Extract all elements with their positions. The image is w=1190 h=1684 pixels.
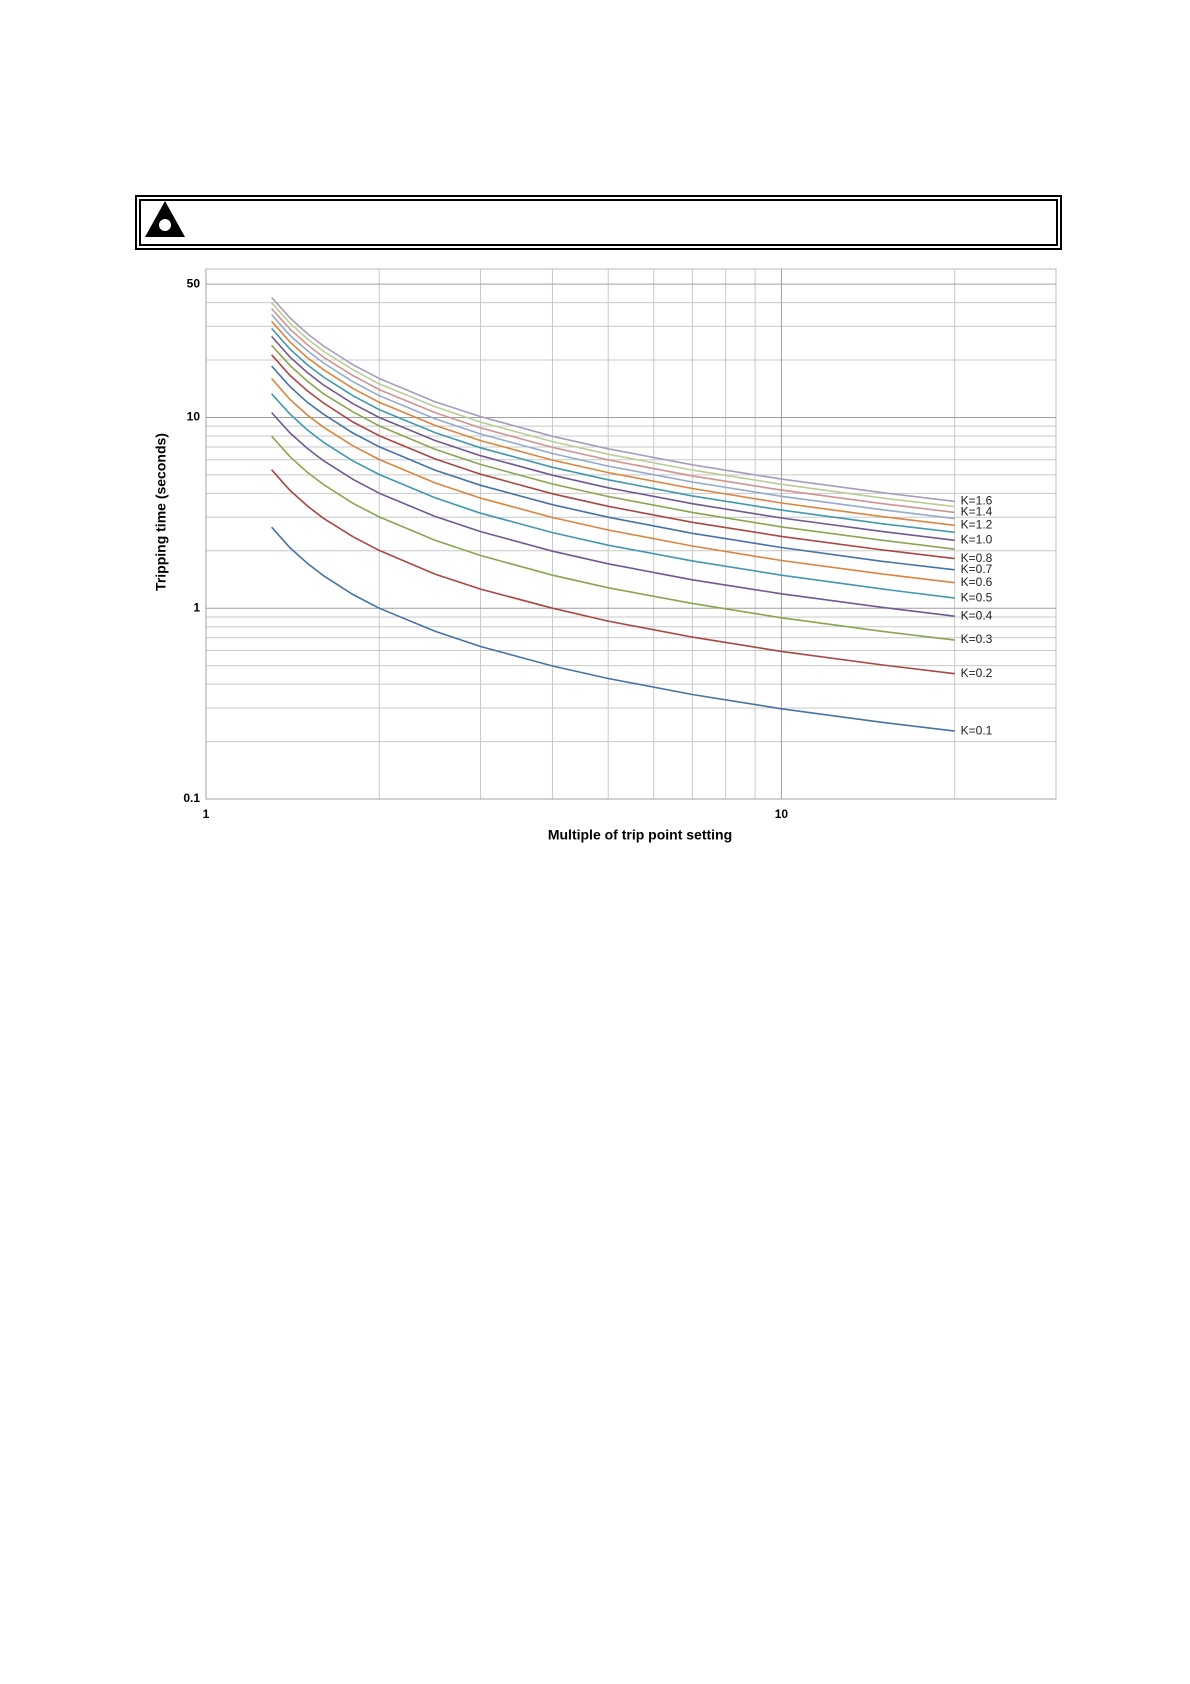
curve	[271, 320, 955, 527]
curve	[270, 377, 955, 584]
y-tick-label: 1	[193, 600, 200, 614]
y-tick-label: 0.1	[183, 791, 200, 805]
curve	[271, 314, 955, 520]
y-tick-label: 50	[187, 276, 201, 290]
curve-label: K=0.4	[961, 608, 993, 622]
curve-label: K=0.1	[961, 723, 993, 737]
curve-label: K=0.8	[961, 551, 993, 565]
curve	[271, 308, 955, 514]
header-box-outer	[135, 195, 1062, 250]
x-axis-title: Multiple of trip point setting	[548, 827, 732, 843]
y-tick-label: 10	[187, 410, 201, 424]
curve	[271, 365, 955, 571]
curve	[271, 435, 955, 641]
curve	[271, 302, 955, 508]
curve	[271, 344, 955, 550]
y-axis-title: Tripping time (seconds)	[153, 433, 169, 591]
curve-label: K=0.2	[961, 666, 993, 680]
curve-label: K=1.0	[961, 532, 993, 546]
x-tick-label: 1	[203, 807, 210, 821]
curve	[271, 393, 955, 599]
curve-label: K=1.4	[961, 505, 993, 519]
curve-label: K=1.6	[961, 494, 993, 508]
header-box-inner	[139, 199, 1058, 246]
header-icon-dot	[159, 219, 171, 231]
curve-label: K=0.7	[961, 562, 993, 576]
curve	[271, 327, 955, 534]
curve	[271, 526, 955, 732]
curve-label: K=0.5	[961, 590, 993, 604]
curve	[271, 296, 955, 503]
curve	[271, 354, 955, 560]
curve-label: K=0.6	[961, 575, 993, 589]
curve	[271, 412, 955, 617]
curve	[271, 335, 955, 542]
curve-label: K=0.3	[961, 632, 993, 646]
x-tick-label: 10	[775, 807, 789, 821]
curve-label: K=1.2	[961, 517, 993, 531]
curve	[271, 469, 955, 675]
